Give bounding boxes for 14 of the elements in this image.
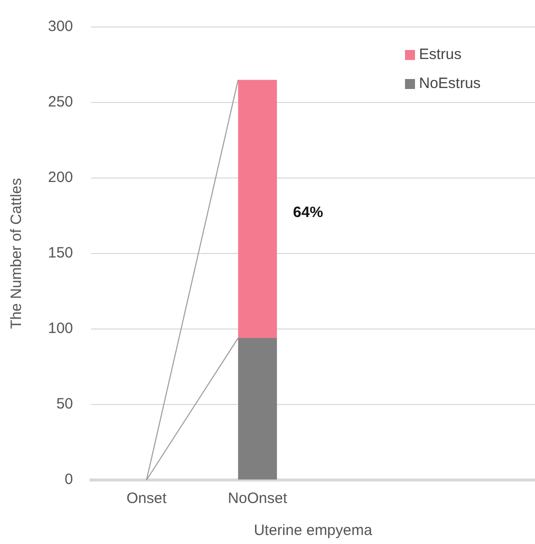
legend-label: NoEstrus [419,75,481,92]
y-tick-label: 100 [48,320,74,338]
annotation: 64% [293,204,324,221]
y-tick-label: 250 [48,94,74,111]
y-tick-label: 200 [48,169,74,186]
y-tick-label: 0 [64,471,74,488]
x-tick-label: NoOnset [228,490,288,508]
y-axis-title: The Number of Cattles [8,178,26,329]
y-tick-label: 300 [48,18,74,36]
legend-label: Estrus [419,46,462,64]
x-tick-label: Onset [126,490,168,508]
x-axis-title: Uterine empyema [254,522,373,540]
y-tick-label: 50 [56,396,74,413]
y-tick-label: 150 [48,244,74,262]
